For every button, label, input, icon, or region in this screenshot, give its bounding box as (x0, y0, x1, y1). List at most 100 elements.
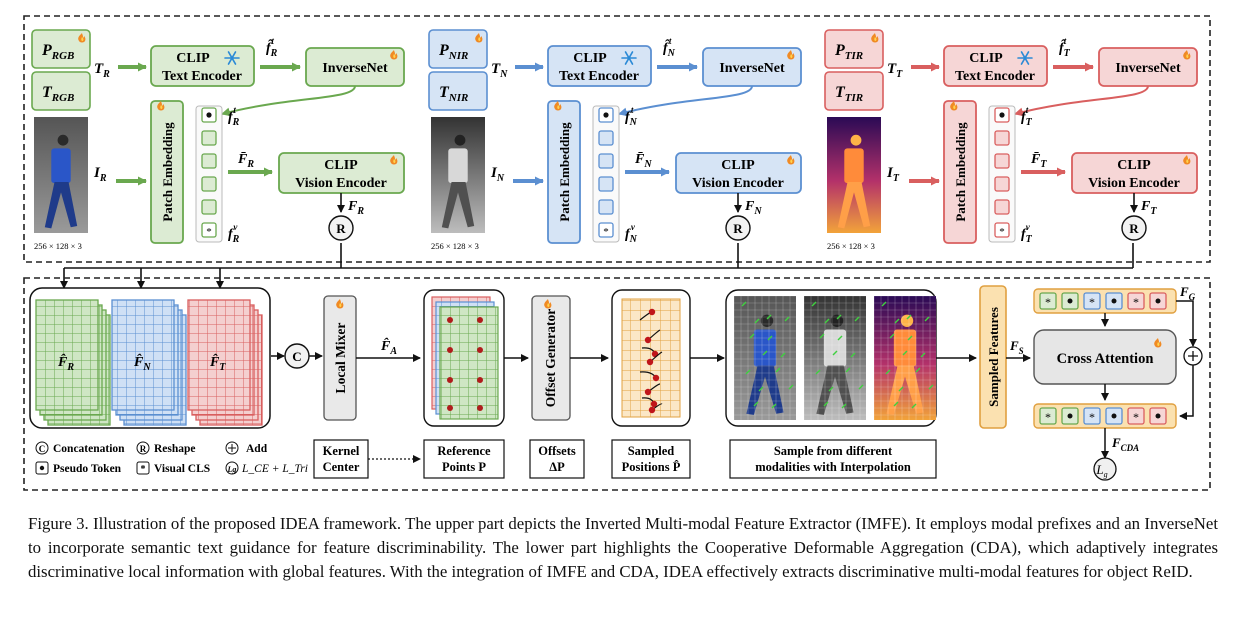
reference-point-1 (477, 317, 483, 323)
sampled-positions-grid (621, 298, 681, 418)
kernel-center-label-box (313, 439, 369, 479)
flame-icon (475, 33, 483, 43)
visual-cls-star-N: * (603, 226, 609, 238)
reference-points-stack (431, 296, 499, 420)
botrow-token-2 (1083, 407, 1101, 425)
reference-point-2 (447, 347, 453, 353)
flame-icon (871, 33, 879, 43)
flame-icon (1183, 155, 1191, 165)
token-T-2 (994, 153, 1010, 169)
legend-concatenation: Concatenation (53, 443, 125, 455)
text-feature-label-N: f̂Nt (663, 36, 676, 59)
svg-text:Lg: Lg (227, 465, 237, 474)
flame-icon (1183, 50, 1191, 60)
reference-point-0 (447, 317, 453, 323)
reshape-node-T (1121, 215, 1147, 241)
token-R-2 (201, 153, 217, 169)
flame-icon (554, 101, 562, 111)
token-N-3 (598, 176, 614, 192)
feature-stack-2: F̂T (187, 299, 263, 426)
pseudo-token-dot-N (603, 112, 609, 118)
toprow-dot-1 (1067, 298, 1073, 304)
text-input-label-R: TR (94, 61, 110, 80)
feature-stack-0: F̂R (35, 299, 111, 426)
sample-modalities-label-2: modalities with Interpolation (755, 460, 911, 474)
reshape-symbol-R: R (336, 221, 346, 236)
token-N-1 (598, 130, 614, 146)
sample-vector-1-0 (811, 301, 817, 307)
prefix-p-label-T: PTIR (834, 42, 863, 62)
input-image-N (431, 117, 485, 233)
sample-vector-1-9 (832, 350, 838, 356)
sample-vector-0-13 (766, 314, 772, 320)
f-cda-label: FCDA (1111, 435, 1139, 453)
svg-text:*: * (141, 464, 146, 475)
botrow-star-2: * (1089, 410, 1095, 424)
flame-icon (787, 50, 795, 60)
reshape-symbol-T: R (1129, 221, 1139, 236)
flame-icon (787, 155, 795, 165)
legend-pseudo-token: Pseudo Token (53, 463, 122, 475)
feature-stack-label-0: F̂R (57, 353, 74, 373)
pseudo-token-feature-label-T: fTt (1021, 105, 1033, 128)
inversenet-feedback-arrow-R (221, 85, 356, 117)
toprow-token-4 (1127, 292, 1145, 310)
clip-text-encoder-N (547, 45, 652, 87)
text-feature-label-T: f̂Tt (1059, 36, 1071, 59)
reference-point-5 (477, 377, 483, 383)
text-input-label-T: TT (887, 61, 903, 80)
sample-vector-2-10 (915, 367, 921, 373)
sample-vector-2-0 (881, 301, 887, 307)
toprow-star-2: * (1089, 295, 1095, 309)
sampled-point-7 (648, 406, 656, 414)
toprow-token-0 (1039, 292, 1057, 310)
offset-generator-flame-icon (544, 299, 552, 309)
legend-add: Add (246, 443, 268, 455)
kernel-center-label: Kernel (323, 444, 360, 458)
prefix-t-box-N (428, 71, 488, 111)
sample-modalities-label-box (729, 439, 937, 479)
token-T-3 (994, 176, 1010, 192)
sampled-point-3 (646, 358, 654, 366)
vision-output-label-N: FN (744, 199, 762, 217)
sampled-point-1 (644, 336, 652, 344)
snowflake-icon (621, 51, 637, 65)
feature-stacks: F̂R F̂N F̂T (35, 299, 263, 426)
reference-point-4 (447, 377, 453, 383)
token-column-R (195, 105, 223, 243)
clip-text-encoder-subtitle-N: Text Encoder (559, 69, 639, 84)
sample-image-0 (734, 296, 796, 420)
pseudo-token-feature-label-R: fRt (228, 105, 240, 128)
token-column-N (592, 105, 620, 243)
sample-vector-1-13 (836, 314, 842, 320)
reference-point-7 (477, 405, 483, 411)
sample-vector-0-1 (754, 318, 760, 324)
sample-vector-0-0 (741, 301, 747, 307)
sample-vector-2-4 (885, 369, 891, 375)
sample-vector-2-7 (924, 316, 930, 322)
toprow-star-0: * (1045, 295, 1051, 309)
inversenet-feedback-arrow-T (1014, 85, 1149, 117)
sample-vector-1-2 (837, 335, 843, 341)
sample-vector-1-4 (815, 369, 821, 375)
text-feature-label-R: f̂Rt (266, 36, 278, 59)
reference-point-6 (447, 405, 453, 411)
toprow-dot-3 (1111, 298, 1117, 304)
sampled-point-4 (652, 374, 660, 382)
inversenet-label-T: InverseNet (1115, 61, 1181, 76)
sample-vector-0-7 (784, 316, 790, 322)
sample-vector-1-7 (854, 316, 860, 322)
prefix-p-box-N (428, 29, 488, 69)
f-g-label: FG (1179, 284, 1196, 302)
prefix-t-label-N: TNIR (439, 84, 468, 104)
token-N-5 (598, 222, 614, 238)
legend-loss-icon (225, 461, 239, 475)
token-R-4 (201, 199, 217, 215)
toprow-token-2 (1083, 292, 1101, 310)
prefix-p-label-R: PRGB (41, 42, 74, 62)
sample-vector-2-13 (906, 314, 912, 320)
feature-map-layer-2-0 (187, 299, 251, 411)
clip-vision-encoder-title-R: CLIP (324, 158, 358, 173)
flame-icon (950, 101, 958, 111)
